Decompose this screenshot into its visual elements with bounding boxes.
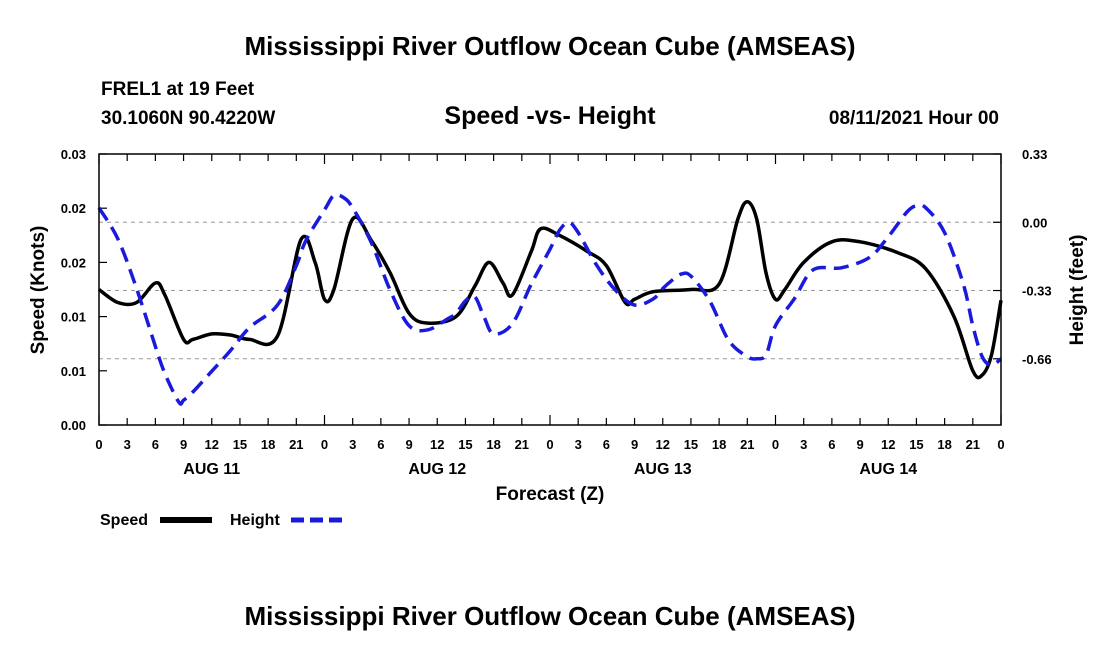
- y-right-tick-label-3: -0.66: [1022, 352, 1052, 367]
- x-tick-label-32: 0: [997, 437, 1004, 452]
- x-tick-label-14: 18: [486, 437, 500, 452]
- y-left-tick-label-0: 0.00: [61, 418, 86, 433]
- x-tick-label-23: 21: [740, 437, 754, 452]
- x-day-label-0: AUG 11: [183, 461, 240, 478]
- x-tick-label-7: 21: [289, 437, 303, 452]
- x-day-label-1: AUG 12: [408, 461, 466, 478]
- y-axis-title-right: Height (feet): [1067, 235, 1088, 346]
- y-left-tick-label-5: 0.03: [61, 147, 86, 162]
- x-tick-label-19: 9: [631, 437, 638, 452]
- plot-frame: [98, 153, 1002, 426]
- x-tick-label-29: 15: [909, 437, 923, 452]
- x-tick-label-27: 9: [856, 437, 863, 452]
- x-tick-label-15: 21: [515, 437, 529, 452]
- x-tick-label-24: 0: [772, 437, 779, 452]
- main-title-top: Mississippi River Outflow Ocean Cube (AM…: [244, 31, 855, 61]
- series-line-height: [97, 192, 1003, 406]
- legend-label-height: Height: [230, 512, 280, 529]
- x-tick-label-30: 18: [937, 437, 951, 452]
- station-label: FREL1 at 19 Feet: [101, 79, 255, 100]
- series-line-speed: [97, 199, 1003, 380]
- x-day-label-2: AUG 13: [634, 461, 692, 478]
- y-right-tick-label-2: -0.33: [1022, 284, 1052, 299]
- x-tick-label-9: 3: [349, 437, 356, 452]
- x-tick-label-11: 9: [405, 437, 412, 452]
- legend: Speed Height: [100, 512, 343, 529]
- x-tick-label-26: 6: [828, 437, 835, 452]
- x-tick-label-20: 12: [656, 437, 670, 452]
- grid-lines: [99, 153, 1001, 360]
- chart-title: Speed -vs- Height: [444, 102, 656, 130]
- y-left-tick-label-1: 0.01: [61, 364, 86, 379]
- y-left-tick-label-4: 0.02: [61, 201, 86, 216]
- x-tick-label-10: 6: [377, 437, 384, 452]
- x-tick-label-6: 18: [261, 437, 275, 452]
- x-tick-label-1: 3: [124, 437, 131, 452]
- x-tick-label-21: 15: [684, 437, 698, 452]
- x-tick-label-31: 21: [966, 437, 980, 452]
- x-tick-label-3: 9: [180, 437, 187, 452]
- x-tick-label-0: 0: [95, 437, 102, 452]
- x-tick-label-28: 12: [881, 437, 895, 452]
- y-left-tick-label-3: 0.02: [61, 255, 86, 270]
- y-left-tick-label-2: 0.01: [61, 310, 86, 325]
- series-layer: [97, 192, 1003, 406]
- x-tick-label-25: 3: [800, 437, 807, 452]
- x-axis-title: Forecast (Z): [496, 484, 605, 505]
- y-axis-title-left: Speed (Knots): [28, 226, 49, 355]
- main-title-bottom: Mississippi River Outflow Ocean Cube (AM…: [244, 601, 855, 631]
- x-tick-label-2: 6: [152, 437, 159, 452]
- x-tick-label-16: 0: [546, 437, 553, 452]
- y-right-tick-label-1: 0.00: [1022, 215, 1047, 230]
- x-tick-label-22: 18: [712, 437, 726, 452]
- x-day-label-3: AUG 14: [859, 461, 917, 478]
- x-tick-label-18: 6: [603, 437, 610, 452]
- x-tick-label-17: 3: [575, 437, 582, 452]
- x-tick-label-5: 15: [233, 437, 247, 452]
- datetime-label: 08/11/2021 Hour 00: [829, 108, 999, 129]
- x-tick-label-4: 12: [205, 437, 219, 452]
- legend-label-speed: Speed: [100, 512, 148, 529]
- x-tick-label-13: 15: [458, 437, 472, 452]
- axis-ticks: 0.00 0.01 0.01 0.02 0.02 0.03 0.33 0.00 -0.33 -0.…: [61, 147, 1052, 478]
- location-label: 30.1060N 90.4220W: [101, 108, 275, 129]
- y-right-tick-label-0: 0.33: [1022, 147, 1047, 162]
- x-tick-label-12: 12: [430, 437, 444, 452]
- x-tick-label-8: 0: [321, 437, 328, 452]
